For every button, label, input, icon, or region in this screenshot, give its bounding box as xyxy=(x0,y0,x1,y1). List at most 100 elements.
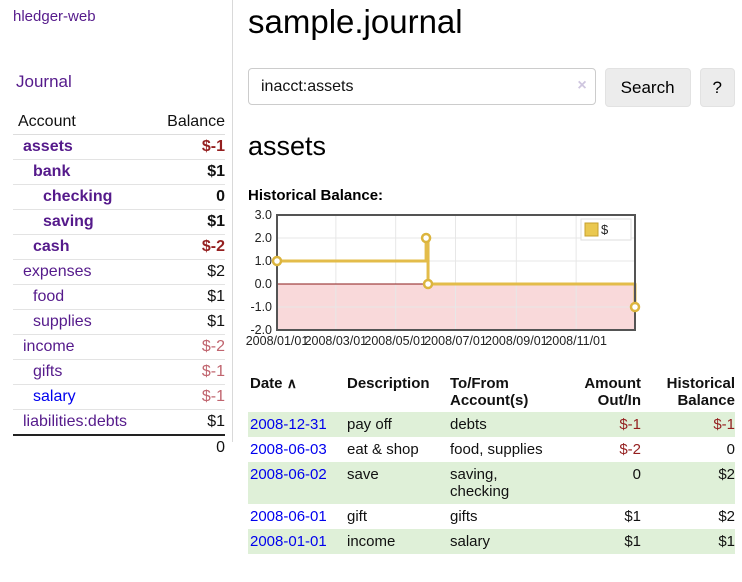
transaction-description: save xyxy=(347,466,379,483)
chart-legend: $ xyxy=(580,218,632,241)
register-table: Date ∧ Description To/From Account(s) Am… xyxy=(248,372,735,554)
sort-ascending-icon: ∧ xyxy=(286,375,297,391)
sidebar-account-link[interactable]: bank xyxy=(33,163,71,180)
transaction-date-cell: 2008-06-03 xyxy=(248,437,345,462)
register-col-date[interactable]: Date ∧ xyxy=(250,375,297,392)
data-point-marker xyxy=(629,301,641,313)
account-balance: $-2 xyxy=(153,234,225,260)
account-row: supplies $1 xyxy=(13,309,225,335)
transaction-amount: $-2 xyxy=(619,441,641,458)
account-row: liabilities:debts $1 xyxy=(13,409,225,436)
account-row: food $1 xyxy=(13,284,225,310)
transaction-date-link[interactable]: 2008-06-02 xyxy=(250,466,327,483)
account-balance: $1 xyxy=(153,309,225,335)
accounts-header-row: Account Balance xyxy=(13,110,225,135)
account-row: saving $1 xyxy=(13,209,225,235)
account-balance: $-1 xyxy=(153,134,225,160)
account-row: checking 0 xyxy=(13,184,225,210)
x-tick-label: 2008/07/01 xyxy=(424,334,487,348)
sidebar-account-link[interactable]: income xyxy=(23,338,75,355)
transaction-accounts: saving, checking xyxy=(450,466,510,500)
sidebar-account-link[interactable]: checking xyxy=(43,188,113,205)
transaction-row: 2008-12-31 pay off debts $-1 $-1 xyxy=(248,412,735,437)
account-balance: 0 xyxy=(153,184,225,210)
account-name-cell: salary xyxy=(13,384,154,410)
account-name-cell: saving xyxy=(13,209,154,235)
transaction-description: gift xyxy=(347,508,368,525)
register-header-row: Date ∧ Description To/From Account(s) Am… xyxy=(248,372,735,412)
accounts-total-row: 0 xyxy=(13,434,225,460)
total-spacer xyxy=(13,434,154,460)
search-button[interactable]: Search xyxy=(604,68,691,107)
transaction-accounts: gifts xyxy=(450,508,478,525)
chart-canvas: 3.0 2.0 1.0 0.0 -1.0 -2.02008/01/012008/03/01… xyxy=(246,208,641,348)
sidebar-account-link[interactable]: saving xyxy=(43,213,94,230)
account-name-cell: income xyxy=(13,334,154,360)
y-tick-label: 2.0 xyxy=(255,231,272,245)
account-title: assets xyxy=(248,131,327,161)
transaction-balance: $2 xyxy=(718,508,735,525)
account-balance: $-1 xyxy=(153,359,225,385)
account-balance: $2 xyxy=(153,259,225,285)
app-brand-link[interactable]: hledger-web xyxy=(13,8,96,25)
historical-balance-chart: 3.0 2.0 1.0 0.0 -1.0 -2.0 2008/01/01 2008/03/01… xyxy=(246,208,718,352)
account-row: cash $-2 xyxy=(13,234,225,260)
transaction-date-link[interactable]: 2008-06-03 xyxy=(250,441,327,458)
account-name-cell: bank xyxy=(13,159,154,185)
sidebar-item-journal[interactable]: Journal xyxy=(16,72,72,91)
sidebar-account-link[interactable]: assets xyxy=(23,138,73,155)
clear-search-icon[interactable]: × xyxy=(577,77,587,94)
page-title: sample.journal xyxy=(248,3,463,40)
transaction-balance: $1 xyxy=(718,533,735,550)
transaction-description: eat & shop xyxy=(347,441,419,458)
sidebar-account-link[interactable]: expenses xyxy=(23,263,92,280)
sidebar-account-link[interactable]: salary xyxy=(33,388,76,405)
account-name-cell: checking xyxy=(13,184,154,210)
account-row: salary $-1 xyxy=(13,384,225,410)
transaction-date-link[interactable]: 2008-01-01 xyxy=(250,533,327,550)
sidebar-account-link[interactable]: gifts xyxy=(33,363,63,380)
account-balance: $1 xyxy=(153,159,225,185)
sidebar-account-link[interactable]: supplies xyxy=(33,313,92,330)
transaction-date-cell: 2008-01-01 xyxy=(248,529,345,554)
account-name-cell: liabilities:debts xyxy=(13,409,154,436)
search-input[interactable] xyxy=(248,68,596,105)
register-col-description: Description xyxy=(347,375,430,392)
y-tick-label: 3.0 xyxy=(255,208,272,222)
sidebar-account-link[interactable]: cash xyxy=(33,238,70,255)
accounts-col-balance: Balance xyxy=(153,110,225,135)
transaction-row: 2008-01-01 income salary $1 $1 xyxy=(248,529,735,554)
sidebar-account-link[interactable]: liabilities:debts xyxy=(23,413,128,430)
transaction-accounts: salary xyxy=(450,533,491,550)
sidebar-account-link[interactable]: food xyxy=(33,288,65,305)
transaction-date-cell: 2008-06-01 xyxy=(248,504,345,529)
transaction-amount: $1 xyxy=(624,533,641,550)
transaction-row: 2008-06-03 eat & shop food, supplies $-2 0 xyxy=(248,437,735,462)
x-tick-label: 2008/01/01 xyxy=(246,334,309,348)
transaction-accounts: food, supplies xyxy=(450,441,543,458)
account-name-cell: assets xyxy=(13,134,154,160)
account-name-cell: gifts xyxy=(13,359,154,385)
account-balance: $1 xyxy=(153,284,225,310)
x-tick-label: 2008/09/01 xyxy=(485,334,548,348)
x-tick-label: 2008/03/01 xyxy=(305,334,368,348)
transaction-balance: $-1 xyxy=(713,416,735,433)
data-point-marker xyxy=(271,255,283,267)
y-tick-label: -2.0 xyxy=(250,323,272,337)
help-button[interactable]: ? xyxy=(699,68,735,107)
legend-label: $ xyxy=(601,222,609,237)
transaction-date-link[interactable]: 2008-12-31 xyxy=(250,416,327,433)
account-name-cell: cash xyxy=(13,234,154,260)
account-row: income $-2 xyxy=(13,334,225,360)
account-balance: $1 xyxy=(153,409,225,436)
transaction-amount: $1 xyxy=(624,508,641,525)
transaction-amount: 0 xyxy=(632,466,641,483)
account-name-cell: expenses xyxy=(13,259,154,285)
transaction-balance: $2 xyxy=(718,466,735,483)
transaction-date-link[interactable]: 2008-06-01 xyxy=(250,508,327,525)
account-name-cell: supplies xyxy=(13,309,154,335)
account-row: gifts $-1 xyxy=(13,359,225,385)
account-row: assets $-1 xyxy=(13,134,225,160)
transaction-amount: $-1 xyxy=(619,416,641,433)
plot-border xyxy=(276,214,636,331)
